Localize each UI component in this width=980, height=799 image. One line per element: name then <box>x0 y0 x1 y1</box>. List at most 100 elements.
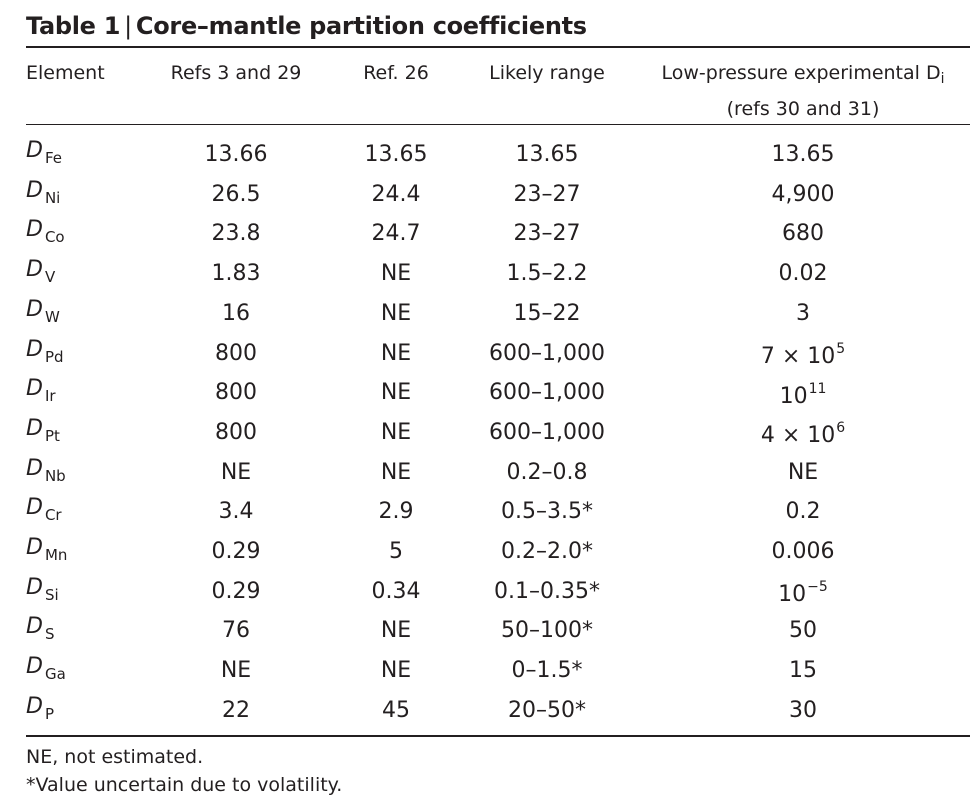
element-symbol: D <box>26 217 43 243</box>
cell-refs-3-29: 16 <box>222 300 250 326</box>
table-title: Table 1 | Core–mantle partition coefficien… <box>26 8 970 46</box>
element-subscript: S <box>44 625 55 644</box>
element-subscript: Ir <box>44 387 56 406</box>
table-body: D Fe 13.66 13.65 13.65 13.65 D Ni 26.5 24.4 23–27 4… <box>26 125 970 735</box>
element-symbol: D <box>26 535 43 561</box>
cell-ref-26: 5 <box>389 539 403 565</box>
table-row: D V 1.83 NE 1.5–2.2 0.02 <box>26 254 970 294</box>
header-low-pressure-line1: Low-pressure experimental Di <box>661 62 945 87</box>
cell-element: D Mn <box>26 532 138 572</box>
table-row: D S 76 NE 50–100* 50 <box>26 611 970 651</box>
cell-ref-26: 13.65 <box>364 142 428 167</box>
cell-refs-3-29: NE <box>220 459 252 485</box>
cell-refs-3-29: 800 <box>215 419 257 445</box>
element-subscript: Ni <box>44 188 61 207</box>
partition-table-body: D Fe 13.66 13.65 13.65 13.65 D Ni 26.5 24.4 23–27 4… <box>26 125 970 735</box>
table-caption: Core–mantle partition coefficients <box>135 12 587 40</box>
cell-element: D Pt <box>26 413 138 453</box>
element-symbol: D <box>26 336 43 362</box>
cell-refs-3-29: 22 <box>222 697 250 723</box>
element-symbol: D <box>26 495 43 521</box>
header-low-pressure: Low-pressure experimental Di (refs 30 an… <box>636 48 970 124</box>
cell-low-pressure: 13.65 <box>636 125 970 175</box>
cell-refs-3-29: 23.8 <box>211 221 261 247</box>
header-rule <box>26 124 970 125</box>
top-rule <box>26 46 970 48</box>
table-row: D Ga NE NE 0–1.5* 15 <box>26 651 970 691</box>
low-pressure-value: 0.006 <box>771 539 835 565</box>
cell-ref-26: NE <box>380 658 412 684</box>
cell-low-pressure: 1011 <box>636 373 970 413</box>
cell-low-pressure: 0.006 <box>636 532 970 572</box>
element-subscript: Pd <box>44 347 64 366</box>
cell-low-pressure: 10−5 <box>636 572 970 612</box>
cell-low-pressure: 3 <box>636 294 970 334</box>
cell-element: D Nb <box>26 453 138 493</box>
table-row: D Mn 0.29 5 0.2–2.0* 0.006 <box>26 532 970 572</box>
cell-ref-26: NE <box>380 261 412 287</box>
table-row: D Pt 800 NE 600–1,000 4 × 106 <box>26 413 970 453</box>
cell-low-pressure: 680 <box>636 214 970 254</box>
table-notes: NE, not estimated. *Value uncertain due … <box>26 737 970 799</box>
cell-refs-3-29: 0.29 <box>211 539 261 565</box>
cell-ref-26: NE <box>380 459 412 485</box>
cell-likely-range: 600–1,000 <box>489 340 605 366</box>
cell-refs-3-29: 800 <box>215 340 257 366</box>
cell-ref-26: NE <box>380 340 412 366</box>
element-symbol: D <box>26 614 43 640</box>
cell-refs-3-29: 26.5 <box>211 181 261 207</box>
cell-likely-range: 0.5–3.5* <box>501 499 593 525</box>
cell-likely-range: 23–27 <box>513 181 581 207</box>
element-subscript: Pt <box>44 426 60 445</box>
cell-likely-range: 0.2–2.0* <box>501 539 593 565</box>
low-pressure-exponent: 6 <box>836 420 846 437</box>
low-pressure-value: 3 <box>796 300 810 326</box>
cell-refs-3-29: 0.29 <box>211 578 261 604</box>
header-low-pressure-text: Low-pressure experimental D <box>661 62 941 84</box>
cell-low-pressure: 0.02 <box>636 254 970 294</box>
cell-element: D Cr <box>26 492 138 532</box>
cell-ref-26: 24.4 <box>371 181 421 207</box>
low-pressure-value: 680 <box>782 221 824 247</box>
cell-likely-range: 15–22 <box>513 300 581 326</box>
cell-ref-26: 2.9 <box>378 499 414 525</box>
cell-low-pressure: 15 <box>636 651 970 691</box>
cell-element: D Pd <box>26 334 138 374</box>
table-row: D Nb NE NE 0.2–0.8 NE <box>26 453 970 493</box>
cell-likely-range: 0–1.5* <box>511 658 583 684</box>
table-figure: Table 1 | Core–mantle partition coefficien… <box>26 8 970 799</box>
element-symbol: D <box>26 296 43 322</box>
element-subscript: W <box>44 307 60 326</box>
cell-ref-26: NE <box>380 380 412 406</box>
cell-low-pressure: 30 <box>636 691 970 735</box>
table-row: D Fe 13.66 13.65 13.65 13.65 <box>26 125 970 175</box>
cell-element: D Ir <box>26 373 138 413</box>
cell-refs-3-29: 13.66 <box>204 142 268 167</box>
element-subscript: Co <box>44 228 65 247</box>
cell-element: D Fe <box>26 125 138 175</box>
cell-refs-3-29: NE <box>220 658 252 684</box>
header-low-pressure-line2: (refs 30 and 31) <box>726 98 880 120</box>
cell-refs-3-29: 3.4 <box>218 499 254 525</box>
cell-low-pressure: 4,900 <box>636 175 970 215</box>
partition-table: Element Refs 3 and 29 Ref. 26 Likely ran… <box>26 48 970 124</box>
element-subscript: Ga <box>44 665 66 684</box>
low-pressure-value: 30 <box>789 697 817 723</box>
cell-low-pressure: 0.2 <box>636 492 970 532</box>
cell-element: D Ni <box>26 175 138 215</box>
low-pressure-exponent: −5 <box>807 579 828 596</box>
cell-ref-26: NE <box>380 618 412 644</box>
cell-likely-range: 1.5–2.2 <box>506 261 588 287</box>
header-likely-range: Likely range <box>489 62 605 84</box>
element-symbol: D <box>26 654 43 680</box>
table-row: D Co 23.8 24.7 23–27 680 <box>26 214 970 254</box>
element-subscript: Nb <box>44 466 66 485</box>
table-row: D P 22 45 20–50* 30 <box>26 691 970 735</box>
cell-ref-26: 45 <box>382 697 410 723</box>
element-symbol: D <box>26 415 43 441</box>
cell-element: D Co <box>26 214 138 254</box>
cell-likely-range: 50–100* <box>501 618 593 644</box>
element-symbol: D <box>26 693 43 719</box>
